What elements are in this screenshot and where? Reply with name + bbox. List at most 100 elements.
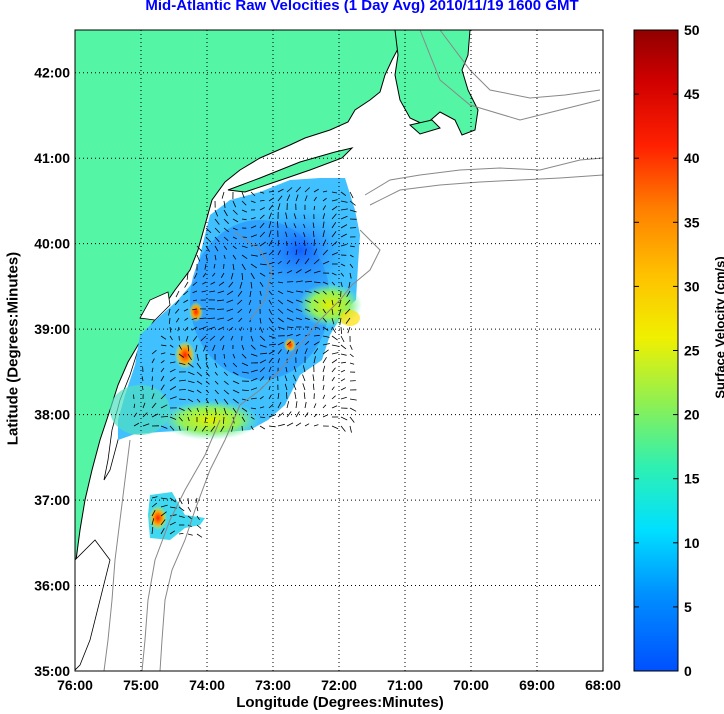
velocity-vector	[187, 407, 192, 413]
velocity-vector	[268, 414, 276, 418]
velocity-vector	[142, 423, 150, 427]
velocity-vector	[322, 239, 327, 247]
velocity-vector	[151, 384, 154, 391]
velocity-vector	[200, 335, 207, 342]
velocity-vector	[331, 376, 335, 382]
velocity-vector	[322, 197, 327, 202]
velocity-vector	[304, 187, 310, 193]
velocity-vector	[313, 341, 320, 346]
velocity-vector	[304, 423, 310, 427]
y-axis-label: Latitude (Degrees:Minutes)	[4, 251, 22, 446]
velocity-vector	[178, 416, 183, 422]
velocity-vector	[259, 207, 265, 211]
velocity-vector	[259, 425, 266, 430]
velocity-vector	[322, 290, 327, 295]
velocity-vector	[312, 230, 315, 238]
x-tick-labels: 76:00 75:00 74:00 73:00 72:00 71:00 70:00 69:00…	[57, 677, 621, 693]
velocity-vector	[313, 308, 318, 313]
velocity-vector	[268, 308, 273, 315]
velocity-vector	[259, 352, 268, 355]
velocity-vector	[210, 281, 216, 285]
velocity-vector	[331, 344, 339, 347]
velocity-vector	[340, 272, 345, 277]
velocity-vector	[195, 344, 198, 352]
velocity-vector	[331, 290, 335, 296]
velocity-vector	[304, 248, 307, 256]
velocity-vector	[295, 249, 298, 256]
velocity-vector	[214, 362, 218, 368]
velocity-vector	[201, 425, 207, 432]
velocity-vector	[199, 317, 207, 320]
velocity-vector	[239, 326, 243, 331]
velocity-vector	[250, 369, 258, 373]
velocity-vector	[248, 299, 252, 306]
velocity-vector	[238, 317, 243, 322]
velocity-vector	[205, 362, 209, 369]
velocity-vector	[142, 402, 146, 409]
velocity-vector	[232, 200, 237, 208]
velocity-vector	[304, 195, 308, 202]
velocity-vector	[349, 416, 355, 423]
velocity-vector	[195, 497, 198, 503]
velocity-vector	[304, 412, 309, 418]
velocity-vector	[178, 533, 184, 535]
velocity-vector	[187, 533, 193, 536]
velocity-vector	[187, 380, 195, 384]
velocity-vector	[286, 290, 294, 294]
velocity-vector	[151, 502, 158, 508]
velocity-vector	[349, 209, 357, 213]
velocity-vector	[294, 392, 297, 400]
velocity-vector	[241, 416, 246, 422]
velocity-vector	[286, 341, 292, 346]
velocity-vector	[277, 299, 284, 305]
velocity-vector	[322, 317, 327, 323]
velocity-vector	[313, 413, 318, 418]
velocity-vector	[241, 272, 244, 280]
velocity-vector	[340, 396, 347, 400]
velocity-vector	[349, 353, 354, 358]
velocity-vector	[295, 341, 300, 346]
plot-frame	[74, 29, 604, 672]
velocity-vector	[250, 335, 254, 342]
y-tick-label: 36:00	[34, 578, 70, 594]
velocity-vector	[277, 188, 284, 193]
velocity-vector	[218, 281, 225, 286]
velocity-vector	[295, 317, 303, 320]
velocity-vector	[223, 254, 226, 259]
velocity-vector	[199, 326, 207, 330]
colorbar-tick-label: 5	[684, 599, 692, 615]
velocity-vector	[322, 260, 330, 265]
velocity-vector	[223, 380, 229, 385]
velocity-vector	[202, 272, 207, 278]
velocity-vector	[268, 404, 274, 409]
velocity-vector	[160, 528, 165, 535]
velocity-vector	[141, 376, 144, 382]
velocity-vector	[178, 389, 186, 391]
velocity-vector	[184, 326, 189, 332]
velocity-vector	[340, 326, 343, 334]
velocity-vector	[313, 403, 317, 409]
velocity-vector	[210, 425, 216, 432]
velocity-vector	[151, 413, 159, 418]
velocity-vector	[259, 359, 267, 364]
velocity-vector	[142, 385, 144, 391]
velocity-vector	[228, 326, 234, 331]
velocity-vector	[226, 308, 234, 312]
velocity-vector	[268, 239, 273, 247]
velocity-vector	[239, 281, 243, 289]
colorbar-tick-label: 30	[684, 278, 700, 294]
velocity-vector	[304, 308, 311, 312]
velocity-vector	[214, 236, 220, 243]
velocity-vector	[349, 362, 355, 365]
velocity-vector	[286, 401, 290, 409]
velocity-vector	[331, 405, 338, 409]
velocity-vector	[241, 254, 248, 260]
colorbar-tick-label: 40	[684, 150, 700, 166]
velocity-vector	[177, 326, 180, 332]
velocity-vector	[196, 353, 199, 361]
velocity-vector	[322, 205, 327, 211]
velocity-vector	[209, 335, 216, 341]
velocity-vector	[286, 251, 289, 256]
velocity-vector	[322, 230, 325, 238]
